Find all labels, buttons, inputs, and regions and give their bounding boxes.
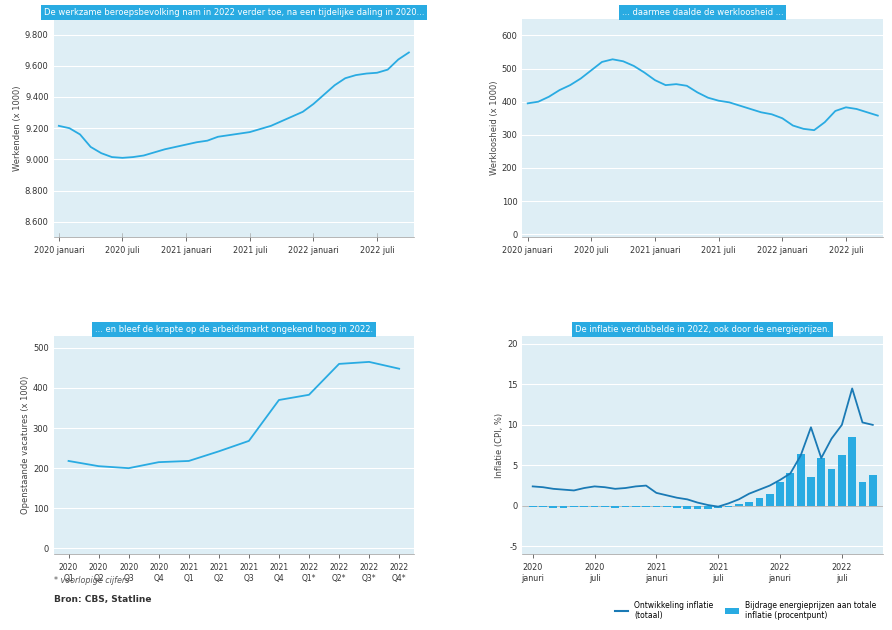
Bar: [724, 506, 732, 507]
Bar: [581, 506, 588, 507]
Bar: [807, 478, 814, 506]
Bar: [591, 506, 599, 507]
Bar: [683, 506, 691, 509]
Bar: [622, 506, 630, 507]
Bar: [549, 506, 558, 508]
Title: ... daarmee daalde de werkloosheid ...: ... daarmee daalde de werkloosheid ...: [622, 8, 783, 17]
Bar: [704, 506, 712, 509]
Bar: [632, 506, 640, 507]
Y-axis label: Werkenden (x 1000): Werkenden (x 1000): [13, 86, 22, 171]
Bar: [817, 458, 825, 506]
Text: Bron: CBS, Statline: Bron: CBS, Statline: [54, 595, 151, 604]
Y-axis label: Inflatie (CPI, %): Inflatie (CPI, %): [495, 413, 504, 478]
Text: * voorlopige cijfers: * voorlopige cijfers: [54, 576, 128, 585]
Bar: [653, 506, 660, 507]
Bar: [797, 454, 805, 506]
Bar: [539, 506, 547, 507]
Bar: [838, 455, 846, 506]
Bar: [611, 506, 619, 508]
Bar: [529, 506, 537, 507]
Y-axis label: Openstaande vacatures (x 1000): Openstaande vacatures (x 1000): [21, 376, 30, 514]
Bar: [560, 506, 567, 508]
Bar: [756, 498, 764, 506]
Y-axis label: Werkloosheid (x 1000): Werkloosheid (x 1000): [490, 81, 499, 175]
Bar: [848, 437, 856, 506]
Bar: [663, 506, 671, 507]
Bar: [601, 506, 608, 507]
Bar: [673, 506, 681, 508]
Bar: [714, 506, 722, 508]
Bar: [787, 474, 794, 506]
Bar: [745, 501, 753, 506]
Bar: [766, 494, 773, 506]
Bar: [570, 506, 578, 507]
Bar: [735, 504, 743, 506]
Legend: Ontwikkeling inflatie
(totaal), Bijdrage energieprijzen aan totale
inflatie (pro: Ontwikkeling inflatie (totaal), Bijdrage…: [612, 597, 880, 623]
Bar: [859, 483, 866, 506]
Bar: [869, 475, 877, 506]
Title: De werkzame beroepsbevolking nam in 2022 verder toe, na een tijdelijke daling in: De werkzame beroepsbevolking nam in 2022…: [44, 8, 424, 17]
Bar: [694, 506, 701, 509]
Bar: [828, 469, 836, 506]
Bar: [776, 481, 784, 506]
Title: ... en bleef de krapte op de arbeidsmarkt ongekend hoog in 2022.: ... en bleef de krapte op de arbeidsmark…: [95, 324, 373, 334]
Bar: [642, 506, 650, 507]
Title: De inflatie verdubbelde in 2022, ook door de energieprijzen.: De inflatie verdubbelde in 2022, ook doo…: [575, 324, 830, 334]
